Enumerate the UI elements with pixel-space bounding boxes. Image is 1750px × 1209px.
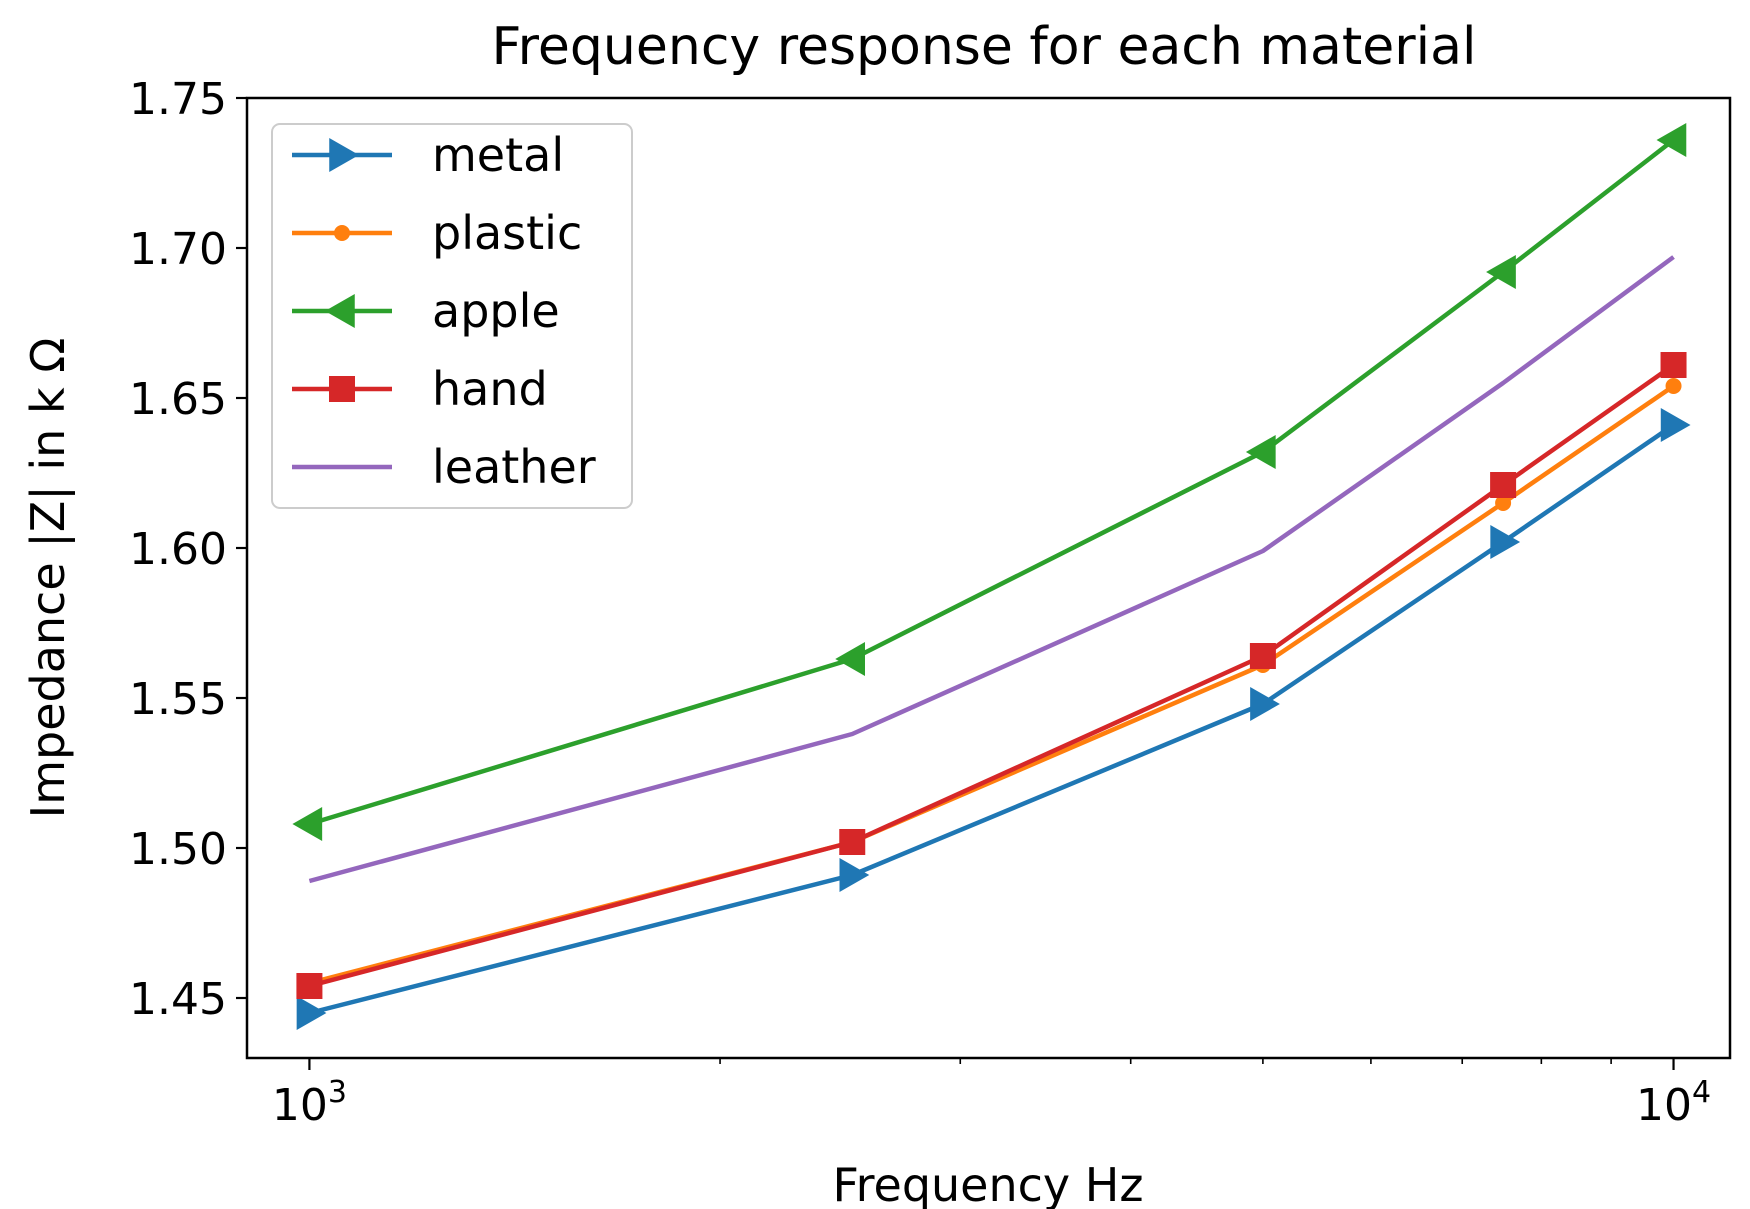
y-tick-label: 1.70 (129, 224, 227, 275)
data-point (1486, 255, 1516, 289)
data-point (1245, 435, 1276, 469)
x-tick-label: 103 (272, 1075, 347, 1131)
data-point (325, 294, 355, 328)
data-point (1660, 352, 1687, 378)
y-axis-label: Impedance |Z| in k Ω (21, 338, 76, 819)
x-tick-layer: 103 104 (272, 1058, 1711, 1131)
data-point (839, 829, 866, 855)
legend-box (271, 123, 633, 509)
data-point (334, 225, 350, 241)
data-point (1250, 687, 1280, 721)
data-point (1660, 408, 1691, 442)
data-point (296, 973, 323, 999)
x-tick-label: 104 (1636, 1075, 1711, 1131)
chart-title: Frequency response for each material (492, 17, 1477, 77)
y-tick-label: 1.50 (129, 824, 227, 875)
legend-label-apple: apple (432, 284, 560, 338)
plot-frame (245, 96, 1732, 1060)
series-line-leather (308, 255, 1675, 884)
series-line-metal (308, 423, 1675, 1016)
data-point (329, 376, 355, 402)
x-axis-label: Frequency Hz (833, 1158, 1144, 1209)
data-point (1495, 495, 1512, 511)
legend-label-metal: metal (432, 128, 564, 182)
data-point (292, 807, 323, 841)
series-layer (292, 123, 1691, 1030)
legend-label-leather: leather (432, 440, 596, 494)
data-point (1249, 643, 1276, 669)
y-tick-label: 1.45 (129, 974, 227, 1025)
data-point (839, 858, 870, 892)
data-point (1490, 525, 1521, 559)
data-point (329, 138, 359, 172)
y-tick-layer: 1.45 1.50 1.55 1.60 1.65 1.70 1.75 (129, 74, 247, 1025)
data-point (1490, 472, 1517, 498)
data-point (1656, 123, 1687, 157)
y-tick-label: 1.75 (129, 74, 227, 125)
data-point (296, 996, 327, 1030)
legend-label-plastic: plastic (432, 206, 582, 260)
y-tick-label: 1.60 (129, 524, 227, 575)
data-point (835, 642, 866, 676)
legend: metal plastic apple hand leather (271, 123, 633, 509)
legend-label-hand: hand (432, 362, 548, 416)
y-tick-label: 1.65 (129, 374, 227, 425)
data-point (1665, 378, 1682, 394)
y-tick-label: 1.55 (129, 674, 227, 725)
